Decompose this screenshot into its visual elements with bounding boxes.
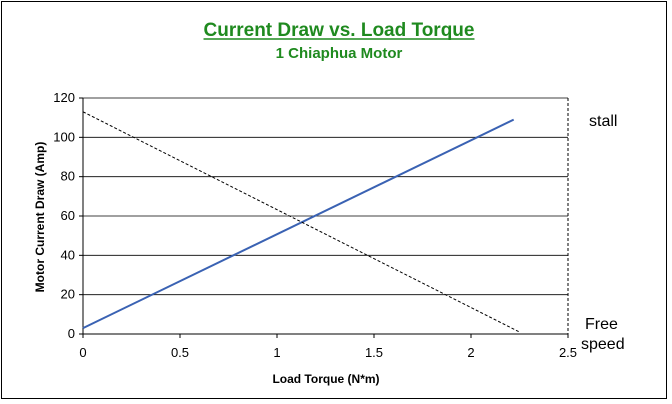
y-tick-label-4: 80 — [61, 169, 75, 184]
x-tick-label-1: 0.5 — [171, 345, 189, 360]
axes — [79, 97, 569, 338]
dashed-series-line — [82, 111, 520, 333]
series-group — [82, 111, 520, 333]
y-tick-label-1: 20 — [61, 287, 75, 302]
gridlines — [83, 97, 568, 296]
annotation-stall: stall — [589, 113, 617, 130]
y-tick-label-2: 40 — [61, 247, 75, 262]
chart-title: Current Draw vs. Load Torque — [204, 20, 475, 41]
annotation-free: Free — [585, 316, 618, 333]
y-tick-label-3: 60 — [61, 208, 75, 223]
current-draw-line — [82, 118, 515, 330]
x-tick-label-5: 2.5 — [559, 345, 577, 360]
y-tick-label-6: 120 — [53, 90, 75, 105]
tick-labels: 0 20 40 60 80 100 120 0 0.5 1 1.5 2 2.5 — [53, 90, 577, 360]
x-tick-label-2: 1 — [273, 345, 280, 360]
x-tick-label-0: 0 — [79, 345, 86, 360]
y-axis-label: Motor Current Draw (Amp) — [33, 142, 47, 293]
chart-frame — [1, 1, 667, 399]
annotation-speed: speed — [581, 336, 625, 353]
x-axis-label: Load Torque (N*m) — [272, 372, 379, 386]
chart-subtitle: 1 Chiaphua Motor — [276, 45, 403, 62]
y-tick-label-0: 0 — [68, 326, 75, 341]
x-tick-label-4: 2 — [467, 345, 474, 360]
x-tick-label-3: 1.5 — [365, 345, 383, 360]
y-tick-label-5: 100 — [53, 129, 75, 144]
